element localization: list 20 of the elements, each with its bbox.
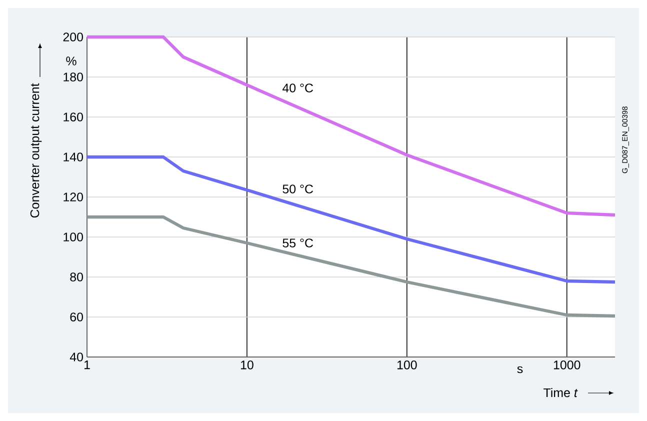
y-tick-label: 180 [64, 72, 83, 82]
x-tick-label: 10 [240, 360, 254, 370]
y-tick-label: 80 [70, 272, 83, 282]
y-tick-label: 60 [70, 312, 83, 322]
y-tick-label: 160 [64, 112, 83, 122]
text: % [66, 56, 76, 66]
y-tick-label: 200 [63, 32, 83, 42]
text: s [517, 366, 523, 374]
y-tick-label: 120 [64, 192, 83, 202]
x-axis-title: Time t [544, 388, 578, 398]
y-tick-label: 140 [64, 152, 83, 162]
x-tick-label: 100 [397, 360, 417, 370]
y-axis-title: Converter output current [30, 83, 42, 218]
x-tick-label: 1000 [554, 360, 580, 370]
annotation: 40 °C [282, 84, 313, 92]
y-tick-label: 100 [64, 232, 83, 242]
y-tick-label: 40 [70, 352, 83, 362]
annotation: 50 °C [282, 184, 313, 194]
annotation: 55 °C [282, 238, 313, 248]
x-tick-label: 1 [84, 360, 90, 370]
